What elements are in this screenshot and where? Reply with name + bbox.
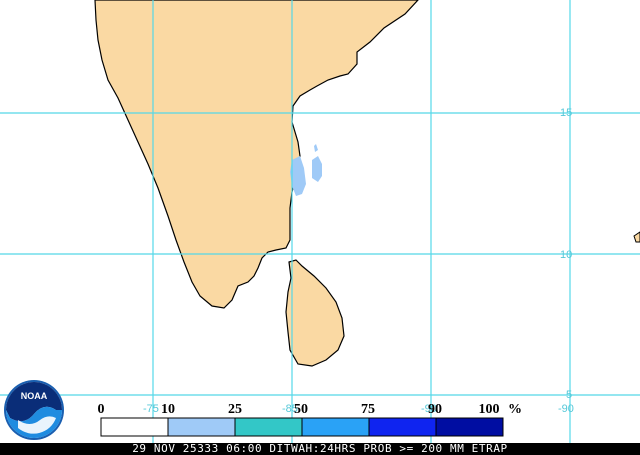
legend-swatch [167,417,236,437]
legend-swatch [368,417,437,437]
noaa-logo-text: NOAA [21,391,48,401]
legend-swatch [100,417,169,437]
noaa-logo-icon: NOAA [4,380,64,440]
lat-label-15: 15 [560,107,572,119]
legend-label-90: 90 [428,402,442,417]
probability-patch-coast [290,156,306,196]
legend-label-10: 10 [161,402,175,417]
legend-unit: % [508,402,522,417]
lon-label-2: -85 [282,403,298,415]
island-east [633,231,640,243]
legend-swatch [301,417,370,437]
india-landmass [94,0,419,309]
legend-label-50: 50 [294,402,308,417]
probability-patch-east-2 [314,144,318,152]
lon-label-3: -90 [421,403,437,415]
probability-patch-east-1 [312,156,322,182]
graticule [0,0,640,443]
legend-swatch [234,417,303,437]
legend-swatch [435,417,504,437]
legend-label-0: 0 [98,402,105,417]
lon-label-1: -75 [143,403,159,415]
legend-label-25: 25 [228,402,242,417]
legend-colorbar [100,417,504,437]
legend-label-75: 75 [361,402,375,417]
lat-label-5: 5 [566,389,572,401]
legend-label-100: 100 [479,402,500,417]
lat-label-10: 10 [560,249,572,261]
footer-caption: 29 NOV 25333 06:00 DITWAH:24HRS PROB >= … [0,443,640,455]
sri-lanka-landmass [285,259,345,367]
lon-label-4: -90 [558,403,574,415]
